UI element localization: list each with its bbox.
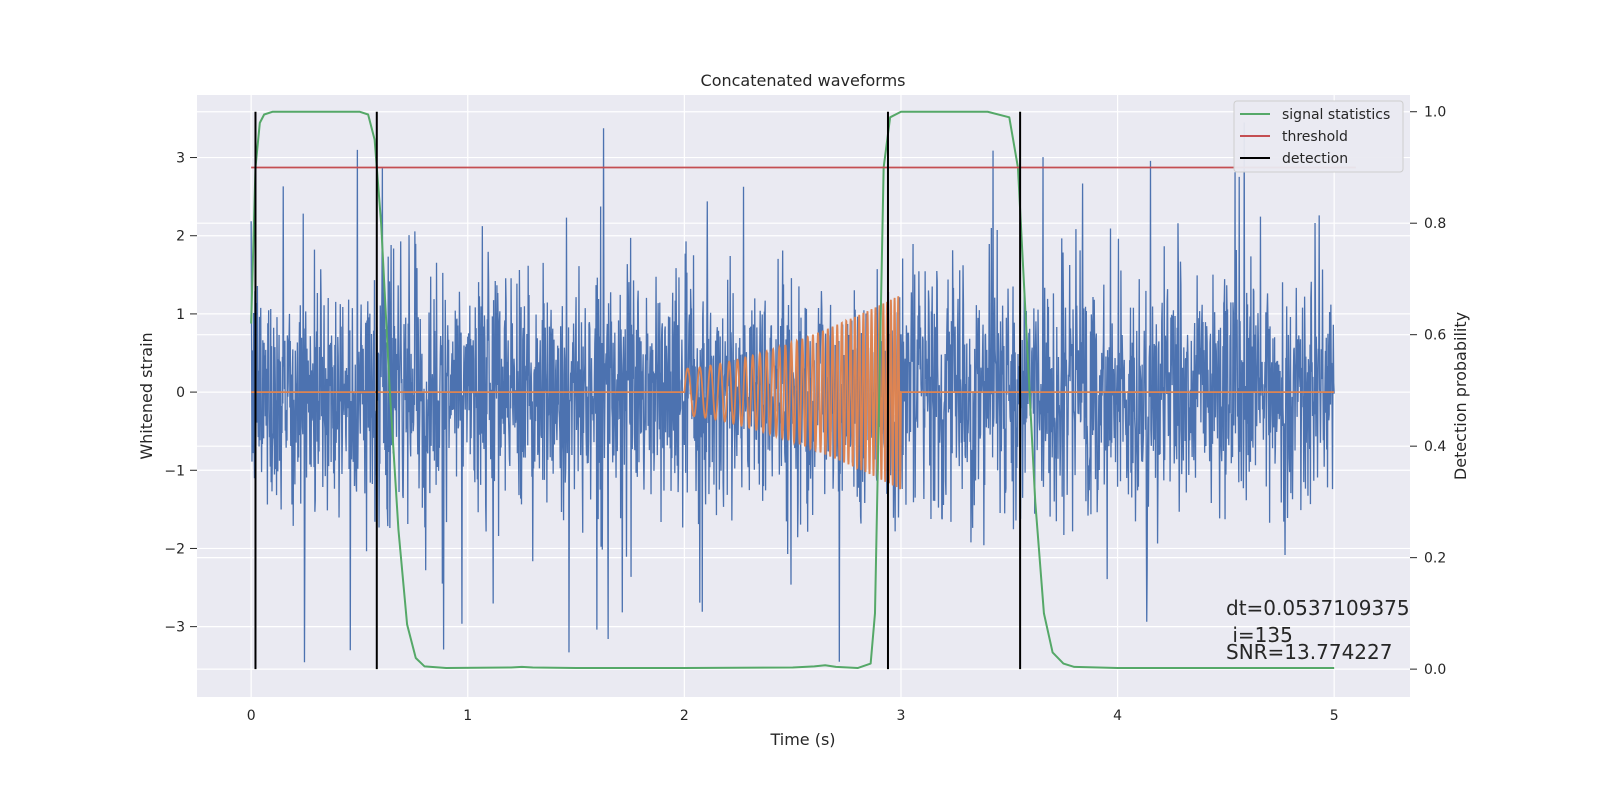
legend-entry-detection: detection	[1282, 151, 1348, 167]
injected-signal-series	[251, 296, 1335, 490]
legend: signal statistics threshold detection	[1233, 100, 1404, 173]
legend-entry-threshold: threshold	[1282, 129, 1348, 145]
y-tick-label: −3	[164, 620, 185, 636]
y-tick-label: −1	[164, 463, 185, 479]
right-y-tick-label: 0.6	[1424, 328, 1446, 344]
y-tick-label: −2	[164, 541, 185, 557]
right-y-axis-label: Detection probability	[1451, 312, 1470, 480]
x-tick-label: 3	[897, 708, 906, 724]
right-y-tick-label: 0.8	[1424, 216, 1446, 232]
right-y-tick-label: 1.0	[1424, 105, 1446, 121]
x-tick-label: 2	[680, 708, 689, 724]
right-y-axis-ticks: 0.0 0.2 0.4 0.6 0.8 1.0	[1410, 105, 1446, 678]
detection-lines	[254, 111, 1022, 670]
x-tick-label: 5	[1330, 708, 1339, 724]
y-tick-label: 3	[176, 151, 185, 167]
x-axis-label: Time (s)	[769, 730, 835, 749]
legend-entry-signal-statistics: signal statistics	[1282, 107, 1390, 123]
x-tick-label: 1	[463, 708, 472, 724]
x-tick-label: 0	[247, 708, 256, 724]
y-axis-ticks: −3 −2 −1 0 1 2 3	[164, 151, 197, 636]
y-tick-label: 1	[176, 307, 185, 323]
right-y-tick-label: 0.4	[1424, 439, 1446, 455]
annotation-snr: SNR=13.774227	[1226, 640, 1392, 664]
y-tick-label: 0	[176, 385, 185, 401]
right-y-tick-label: 0.0	[1424, 662, 1446, 678]
signal-statistics-line	[250, 110, 1335, 670]
annotation-dt: dt=0.0537109375	[1226, 596, 1410, 620]
y-axis-label: Whitened strain	[137, 332, 156, 459]
injected-signal-line	[251, 296, 1335, 490]
signal-statistics-series	[250, 110, 1335, 670]
right-y-tick-label: 0.2	[1424, 551, 1446, 567]
x-tick-label: 4	[1113, 708, 1122, 724]
y-tick-label: 2	[176, 229, 185, 245]
chart-title: Concatenated waveforms	[701, 71, 906, 90]
legend-box	[1233, 100, 1404, 173]
x-axis-ticks: 0 1 2 3 4 5	[247, 708, 1339, 724]
annotation-index: i=135	[1226, 623, 1293, 647]
